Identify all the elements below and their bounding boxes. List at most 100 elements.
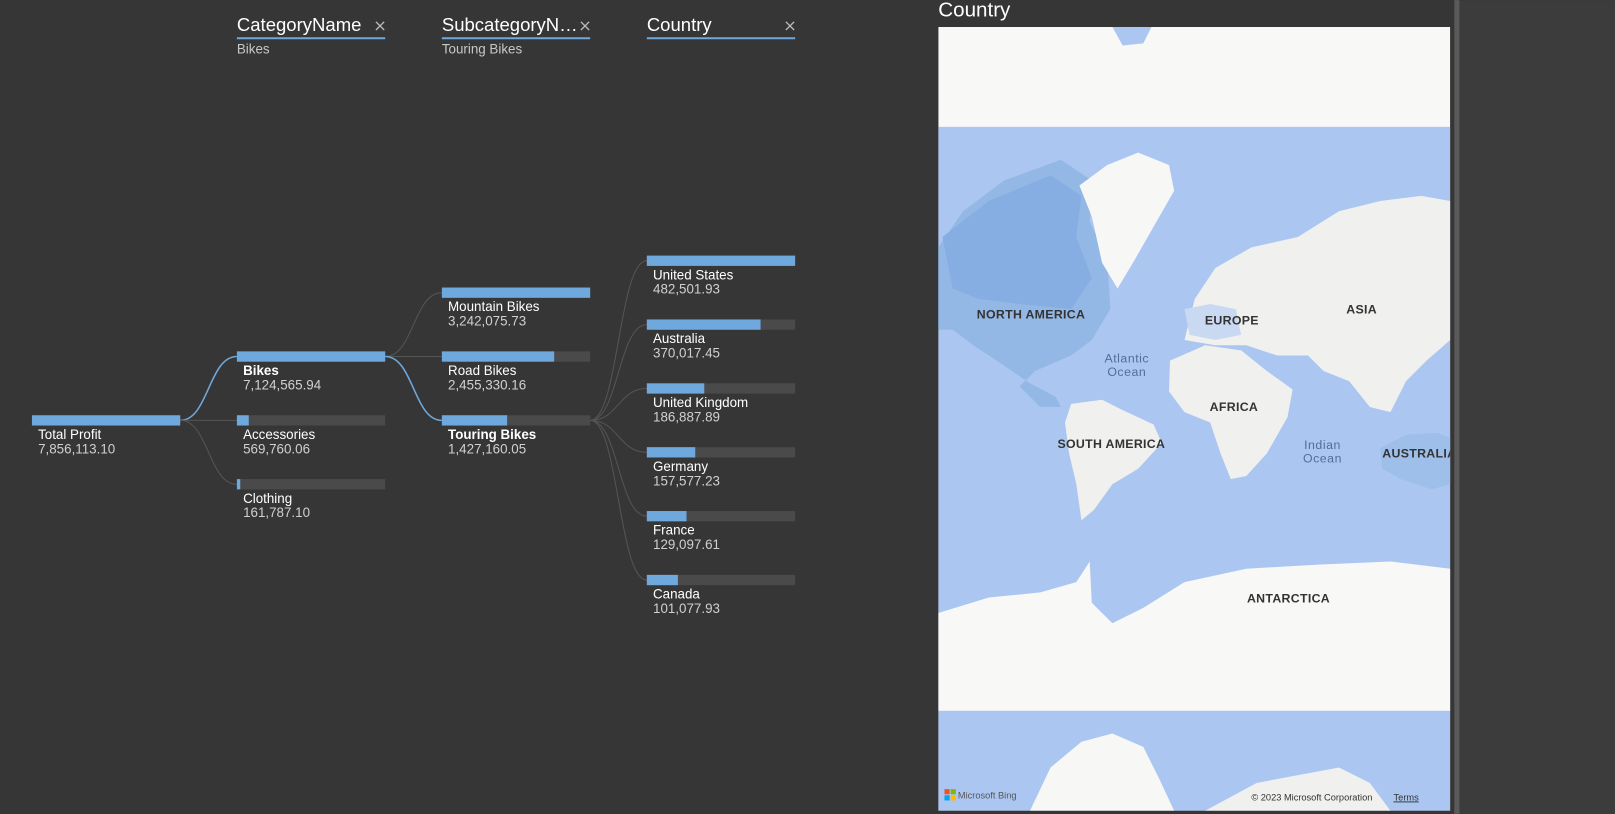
node-label[interactable]: Total Profit xyxy=(38,427,101,442)
sea xyxy=(1112,26,1152,46)
node-value: 7,124,565.94 xyxy=(243,377,322,392)
node-label[interactable]: France xyxy=(653,523,695,538)
connector xyxy=(180,355,237,422)
close-icon xyxy=(580,21,590,31)
node-label[interactable]: Clothing xyxy=(243,491,292,506)
map[interactable]: Microsoft Bing © 2023 Microsoft Corporat… xyxy=(938,26,1456,811)
logo xyxy=(944,795,950,801)
map-label: AFRICA xyxy=(1210,400,1258,414)
logo xyxy=(944,789,950,795)
bar xyxy=(31,415,181,426)
map-label: ASIA xyxy=(1346,302,1377,316)
south-america xyxy=(1064,399,1162,521)
bar-track xyxy=(646,511,796,522)
bar xyxy=(236,351,386,362)
map-title: Country xyxy=(938,0,1011,22)
map-copyright: © 2023 Microsoft Corporation xyxy=(1251,792,1372,802)
connector xyxy=(180,419,237,485)
australia xyxy=(1380,432,1451,490)
logo xyxy=(950,795,956,801)
node-value: 186,887.89 xyxy=(653,409,720,424)
level-selection: Touring Bikes xyxy=(442,42,523,57)
bar-track xyxy=(236,415,386,426)
remove-level-button[interactable] xyxy=(580,21,590,31)
map-labels: NORTH AMERICA EUROPEASIAAtlanticOceanAFRI… xyxy=(977,302,1456,606)
bar xyxy=(646,574,678,586)
connector xyxy=(590,324,647,421)
close-icon xyxy=(375,21,385,31)
map-label: Indian xyxy=(1304,438,1341,452)
connector xyxy=(590,260,647,421)
map-label: SOUTH AMERICA xyxy=(1057,437,1165,451)
connector xyxy=(590,387,647,421)
map-label: ANTARCTICA xyxy=(1247,592,1330,606)
bar-track xyxy=(236,479,386,490)
map-label: AUSTRALIA xyxy=(1382,446,1456,460)
remove-level-button[interactable] xyxy=(785,21,795,31)
canada xyxy=(942,175,1092,310)
bar xyxy=(646,383,705,394)
node-value: 2,455,330.16 xyxy=(448,377,526,392)
africa xyxy=(1169,345,1293,480)
node-value: 482,501.93 xyxy=(653,282,720,297)
bar xyxy=(441,351,555,362)
remove-level-button[interactable] xyxy=(375,21,385,31)
map-label: Atlantic xyxy=(1104,352,1149,366)
bar xyxy=(646,511,687,522)
node-value: 1,427,160.05 xyxy=(448,441,526,456)
bar-track xyxy=(646,447,796,458)
connector xyxy=(385,292,442,358)
node-label[interactable]: Road Bikes xyxy=(448,363,517,378)
bar xyxy=(441,287,591,298)
close-icon xyxy=(785,21,795,31)
connector xyxy=(385,355,442,422)
node-label[interactable]: Canada xyxy=(653,587,700,602)
logo xyxy=(950,789,956,795)
level-header: SubcategoryN… xyxy=(442,14,578,35)
map-label: Ocean xyxy=(1107,365,1146,379)
bar-track xyxy=(646,574,796,586)
map-provider: Microsoft Bing xyxy=(958,790,1017,800)
node-value: 370,017.45 xyxy=(653,346,720,361)
divider xyxy=(1454,0,1460,814)
land-repeat xyxy=(1029,733,1175,811)
node-label[interactable]: Germany xyxy=(653,459,708,474)
node-label[interactable]: United States xyxy=(653,267,734,282)
node-value: 129,097.61 xyxy=(653,537,720,552)
node-value: 3,242,075.73 xyxy=(448,314,526,329)
node-value: 101,077.93 xyxy=(653,601,720,616)
europe-highlight xyxy=(1184,304,1242,341)
decomposition-tree: CategoryName Bikes SubcategoryN… Touring Bi… xyxy=(31,14,796,616)
bar-track xyxy=(646,383,796,394)
node-label[interactable]: United Kingdom xyxy=(653,395,748,410)
side-panel xyxy=(1459,0,1615,814)
bar xyxy=(441,415,508,426)
node-label[interactable]: Mountain Bikes xyxy=(448,299,540,314)
eurasia xyxy=(1184,195,1451,413)
node-value: 161,787.10 xyxy=(243,505,310,520)
map-label: Ocean xyxy=(1303,452,1342,466)
bar-track xyxy=(441,415,591,426)
node-value: 569,760.06 xyxy=(243,441,310,456)
land-repeat xyxy=(1205,767,1391,811)
map-terms[interactable]: Terms xyxy=(1394,792,1420,802)
level-header: CategoryName xyxy=(237,14,362,35)
node-label[interactable]: Accessories xyxy=(243,427,315,442)
bar xyxy=(236,479,241,490)
node-value: 157,577.23 xyxy=(653,473,720,488)
greenland xyxy=(1079,152,1175,289)
node-label[interactable]: Australia xyxy=(653,331,706,346)
level-selection: Bikes xyxy=(237,42,270,57)
connector xyxy=(590,419,647,581)
bar xyxy=(646,319,761,330)
antarctica xyxy=(938,561,1451,711)
map-label: NORTH AMERICA xyxy=(977,307,1085,321)
node-label[interactable]: Touring Bikes xyxy=(448,427,536,442)
node-value: 7,856,113.10 xyxy=(38,441,115,456)
bar xyxy=(646,255,796,266)
connector xyxy=(590,419,647,517)
node-label[interactable]: Bikes xyxy=(243,363,279,378)
bar xyxy=(236,415,249,426)
